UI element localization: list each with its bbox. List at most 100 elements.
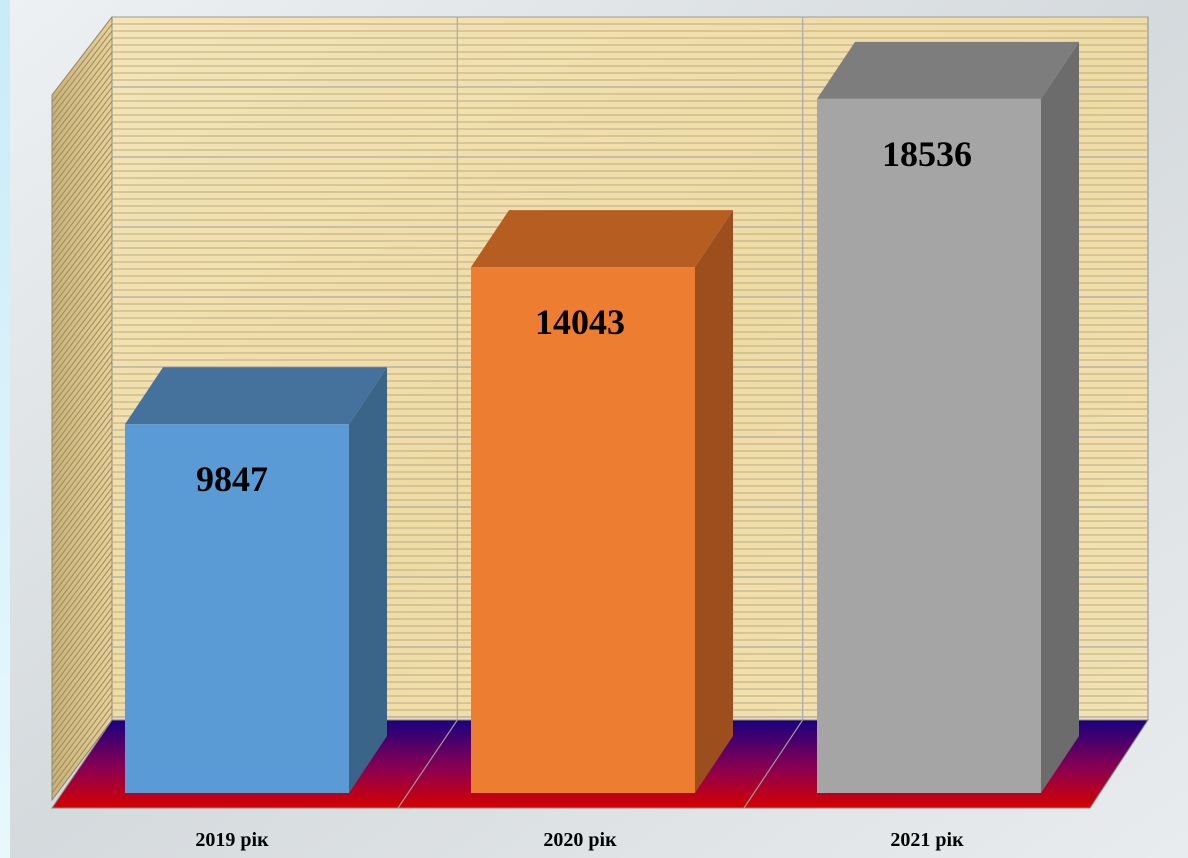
- side-wall-hatch: [51, 206, 113, 286]
- floor-dividers: [397, 719, 804, 809]
- side-wall-hatch: [51, 565, 113, 646]
- bar-top: [471, 210, 733, 268]
- side-wall-hatch: [51, 241, 113, 321]
- side-wall-hatch: [51, 438, 113, 519]
- side-wall-hatch: [51, 101, 113, 180]
- side-wall-hatch: [51, 108, 113, 187]
- side-wall-hatch: [51, 72, 113, 152]
- side-wall-hatch: [51, 375, 113, 455]
- side-wall-hatch: [51, 297, 113, 378]
- side-wall-hatch: [51, 234, 113, 314]
- side-wall-hatch: [51, 58, 113, 138]
- side-wall-hatch: [51, 30, 113, 110]
- side-wall-gridlines: [51, 16, 113, 801]
- bar-1: [125, 367, 387, 793]
- side-wall-hatch: [51, 403, 113, 484]
- bar-side: [695, 210, 733, 793]
- side-wall-hatch: [51, 466, 113, 547]
- bar-side: [349, 367, 387, 793]
- side-wall-hatch: [51, 171, 113, 251]
- side-wall-hatch: [51, 44, 113, 124]
- side-wall-hatch: [51, 712, 113, 794]
- bar-top: [817, 41, 1079, 99]
- side-wall-hatch: [51, 318, 113, 399]
- side-wall-hatch: [51, 185, 113, 265]
- side-wall-hatch: [51, 663, 113, 744]
- side-wall-hatch: [51, 410, 113, 491]
- data-labels: 9847 14043 18536: [196, 134, 972, 499]
- side-wall-hatch: [51, 656, 113, 737]
- side-wall-hatch: [51, 340, 113, 420]
- side-wall-hatch: [51, 494, 113, 575]
- side-wall-hatch: [51, 445, 113, 526]
- category-label: 2021 рік: [890, 829, 964, 851]
- value-label: 18536: [882, 134, 972, 174]
- side-wall-hatch: [51, 417, 113, 498]
- side-wall-hatch: [51, 269, 113, 350]
- side-wall-hatch: [51, 51, 113, 131]
- side-wall-hatch: [51, 684, 113, 766]
- side-wall-hatch: [51, 361, 113, 441]
- side-wall-hatch: [51, 86, 113, 166]
- side-wall-hatch: [51, 572, 113, 653]
- side-wall-hatch: [51, 333, 113, 413]
- side-wall-hatch: [51, 23, 113, 103]
- side-wall-hatch: [51, 586, 113, 667]
- bar-front: [817, 98, 1041, 794]
- side-wall-hatch: [51, 424, 113, 505]
- side-wall-hatch: [51, 157, 113, 237]
- side-wall-hatch: [51, 614, 113, 695]
- side-wall-hatch: [51, 199, 113, 279]
- side-wall-hatch: [51, 143, 113, 223]
- side-wall-hatch: [51, 621, 113, 702]
- floor-divider: [743, 719, 804, 809]
- side-wall-hatch: [51, 276, 113, 357]
- side-wall-hatch: [51, 227, 113, 307]
- side-wall-hatch: [51, 529, 113, 610]
- side-wall-hatch: [51, 501, 113, 582]
- side-wall-hatch: [51, 600, 113, 681]
- side-wall-hatch: [51, 698, 113, 780]
- value-label: 14043: [535, 302, 625, 342]
- side-wall-hatch: [51, 550, 113, 632]
- side-wall-hatch: [51, 543, 113, 625]
- side-wall-hatch: [51, 326, 113, 406]
- side-wall-hatch: [51, 579, 113, 660]
- category-label: 2019 рік: [195, 829, 269, 851]
- side-wall-hatch: [51, 642, 113, 723]
- side-wall-hatch: [51, 368, 113, 448]
- category-labels: 2019 рік 2020 рік 2021 рік: [195, 829, 964, 851]
- side-wall-hatch: [51, 290, 113, 371]
- side-wall-hatch: [51, 515, 113, 596]
- bars: [125, 41, 1079, 794]
- side-wall-hatch: [51, 164, 113, 244]
- side-wall-hatch: [51, 473, 113, 554]
- side-wall-hatch: [51, 522, 113, 603]
- side-wall-hatch: [51, 593, 113, 674]
- side-wall-hatch: [51, 347, 113, 427]
- side-wall-hatch: [51, 262, 113, 343]
- side-wall-hatch: [51, 487, 113, 568]
- side-wall-hatch: [51, 304, 113, 385]
- side-wall-hatch: [51, 129, 113, 209]
- side-wall-hatch: [51, 248, 113, 328]
- side-wall-hatch: [51, 382, 113, 462]
- side-wall-hatch: [51, 480, 113, 561]
- bar-2: [471, 210, 733, 793]
- side-wall-hatch: [51, 16, 113, 96]
- side-wall-hatch: [51, 255, 113, 336]
- side-wall-hatch: [51, 396, 113, 477]
- side-wall-hatch: [51, 150, 113, 230]
- side-wall-hatch: [51, 178, 113, 258]
- side-wall-hatch: [51, 122, 113, 202]
- side-wall-hatch: [51, 628, 113, 709]
- side-wall-hatch: [51, 459, 113, 540]
- side-wall-hatch: [51, 37, 113, 117]
- side-wall-hatch: [51, 508, 113, 589]
- side-wall-hatch: [51, 389, 113, 469]
- value-label: 9847: [196, 459, 268, 499]
- floor-divider: [397, 719, 458, 809]
- side-wall-hatch: [51, 691, 113, 773]
